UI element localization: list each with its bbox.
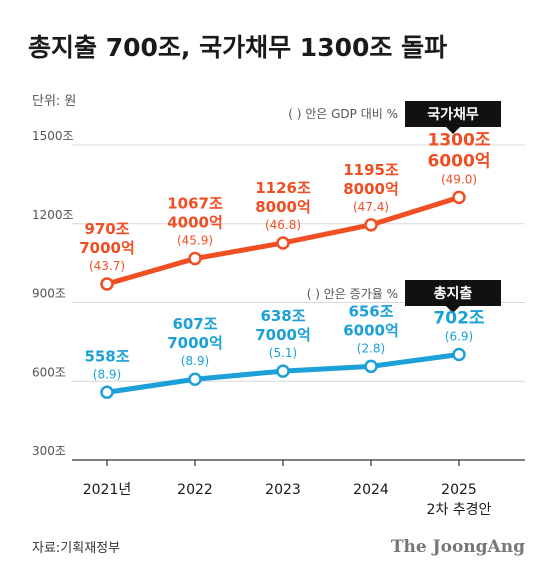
data-point [364, 359, 378, 374]
data-label: 8000억 [255, 198, 311, 216]
data-label: 1195조 [343, 161, 399, 179]
data-label: 970조 [84, 220, 129, 238]
data-point [188, 372, 202, 386]
spending-badge-label: 총지출 [434, 285, 473, 302]
data-point [452, 190, 466, 205]
debt-legend: ( ) 안은 GDP 대비 % 국가채무 [288, 101, 501, 134]
data-sublabel: (43.7) [89, 259, 125, 273]
data-label: 6000억 [343, 321, 399, 339]
data-point [100, 277, 114, 291]
data-label: 8000억 [343, 180, 399, 198]
x-tick-sublabel: 2차 추경안 [427, 502, 492, 518]
data-label: 7000억 [79, 239, 135, 257]
x-tick-label: 2024 [353, 482, 389, 498]
data-label: 6000억 [428, 151, 491, 171]
data-label: 1126조 [255, 179, 311, 197]
data-point [276, 236, 290, 250]
data-point [452, 347, 466, 362]
data-point [276, 364, 290, 378]
data-label: 638조 [260, 307, 305, 325]
data-label: 558조 [84, 347, 129, 365]
data-label: 7000억 [255, 326, 311, 344]
data-sublabel: (45.9) [177, 234, 213, 248]
debt-note: ( ) 안은 GDP 대비 % [288, 107, 398, 121]
data-label: 1067조 [167, 195, 223, 213]
data-point [364, 218, 378, 232]
spending-badge-pointer [446, 306, 460, 313]
data-sublabel: (5.1) [269, 346, 297, 360]
data-label: 4000억 [167, 214, 223, 232]
x-tick-label: 2022 [177, 482, 213, 498]
spending-legend: ( ) 안은 증가율 % 총지출 [307, 280, 501, 313]
data-sublabel: (2.8) [357, 341, 385, 355]
source-label: 자료:기획재정부 [32, 541, 120, 556]
x-axis: 2021년 2022 2023 2024 2025 2차 추경안 [72, 459, 525, 518]
spending-badge [405, 280, 501, 306]
debt-badge-pointer [446, 127, 460, 134]
debt-badge-label: 국가채무 [427, 107, 479, 123]
data-label: 656조 [348, 302, 393, 320]
data-sublabel: (8.9) [93, 367, 121, 381]
data-sublabel: (47.4) [353, 200, 389, 214]
y-tick-label: 600조 [32, 365, 66, 379]
x-tick-label: 2021년 [83, 482, 132, 498]
data-sublabel: (6.9) [445, 329, 473, 343]
data-label: 702조 [433, 308, 484, 328]
brand-logo: The JoongAng [391, 537, 525, 557]
y-axis: 1500조 1200조 900조 600조 300조 [32, 129, 74, 458]
data-sublabel: (8.9) [181, 354, 209, 368]
x-tick-label: 2025 [441, 482, 477, 498]
x-tick-label: 2023 [265, 482, 301, 498]
data-sublabel: (46.8) [265, 218, 301, 232]
y-tick-label: 900조 [32, 287, 66, 301]
data-point [100, 385, 114, 400]
y-tick-label: 1500조 [32, 129, 74, 143]
data-point [188, 251, 202, 266]
data-label: 1300조 [428, 130, 491, 150]
data-label: 7000억 [167, 334, 223, 352]
y-tick-label: 300조 [32, 444, 66, 458]
series-1: (8.9)558조 (8.9)607조7000억(5.1)638조7000억(2.… [84, 302, 485, 400]
data-sublabel: (49.0) [441, 172, 477, 186]
debt-badge [405, 101, 501, 127]
spending-note: ( ) 안은 증가율 % [307, 287, 398, 301]
unit-label: 단위: 원 [32, 94, 76, 109]
data-label: 607조 [172, 315, 217, 333]
chart-title: 총지출 700조, 국가채무 1300조 돌파 [28, 33, 447, 62]
y-tick-label: 1200조 [32, 208, 74, 222]
